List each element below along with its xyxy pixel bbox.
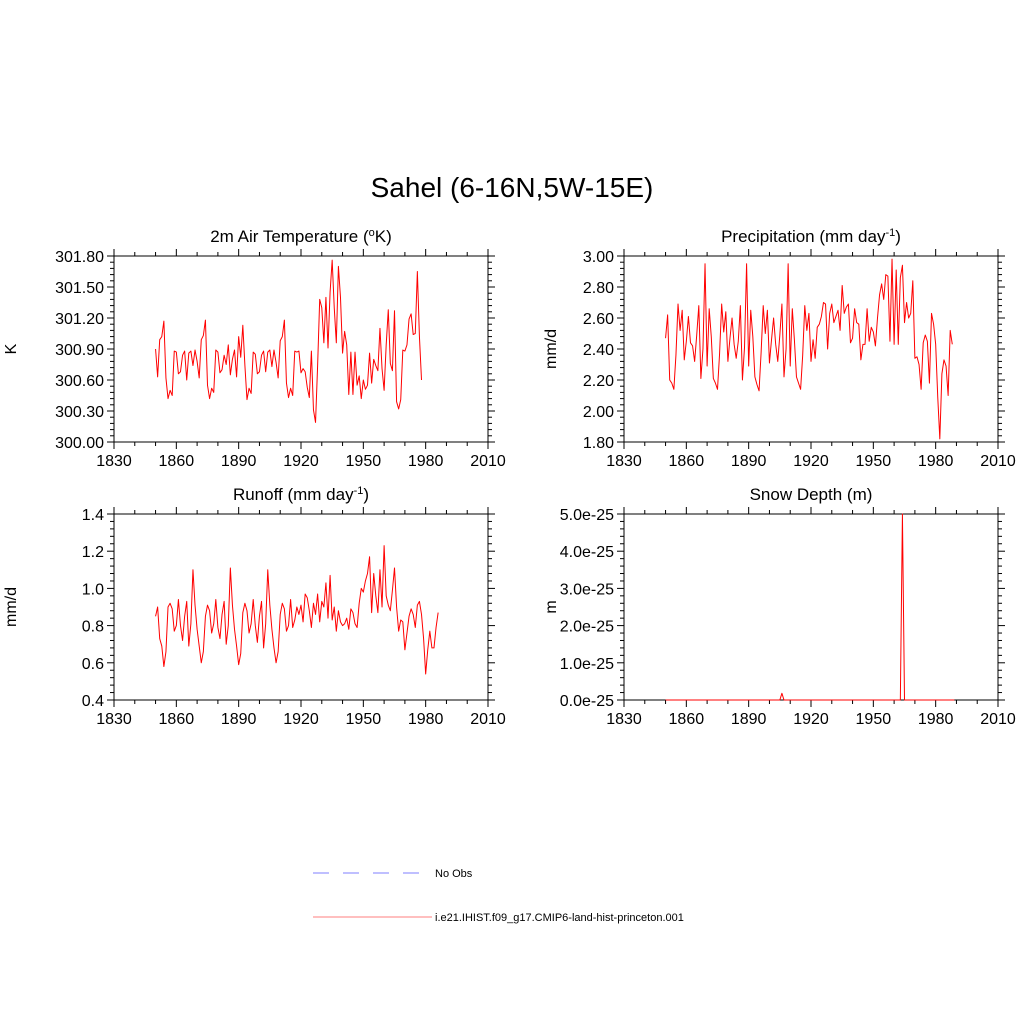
x-tick-label: 1980 [408, 711, 444, 728]
y-tick-label: 2.40 [583, 342, 614, 359]
y-tick-label: 0.4 [82, 693, 104, 710]
plot-frame [623, 513, 999, 701]
title-text: Snow Depth (m) [750, 485, 873, 504]
title-text: ) [895, 227, 901, 246]
panel-title: Precipitation (mm day-1) [721, 227, 901, 246]
y-tick-label: 1.2 [82, 544, 104, 561]
x-tick-label: 1860 [159, 711, 195, 728]
panel-title: Runoff (mm day-1) [233, 485, 369, 504]
y-axis-label: mm/d [3, 587, 20, 627]
x-tick-label: 1890 [221, 711, 257, 728]
title-text: ) [363, 485, 369, 504]
y-tick-label: 301.50 [55, 280, 104, 297]
x-tick-label: 1950 [856, 711, 892, 728]
x-tick-label: 1920 [793, 453, 829, 470]
y-axis-label: K [3, 343, 20, 354]
panel-precipitation: 1830 1860 1890 1920 1950 1980 2010 1.80 2.00 2.20… [543, 227, 1016, 470]
x-tick-label: 1860 [159, 453, 195, 470]
y-tick-label: 1.0e-25 [560, 656, 614, 673]
x-tick-label: 2010 [470, 453, 506, 470]
y-tick-label: 2.80 [583, 280, 614, 297]
y-tick-label: 1.80 [583, 435, 614, 452]
y-tick-label: 0.8 [82, 619, 104, 636]
x-tick-label: 1920 [793, 711, 829, 728]
y-tick-label: 3.00 [583, 249, 614, 266]
legend: No Obs i.e21.IHIST.f09_g17.CMIP6-land-hi… [313, 868, 684, 924]
plot-frame [113, 255, 489, 443]
x-tick-label: 2010 [470, 711, 506, 728]
y-tick-label: 3.0e-25 [560, 581, 614, 598]
x-tick-label: 1890 [731, 711, 767, 728]
y-tick-label: 5.0e-25 [560, 507, 614, 524]
title-text: Runoff (mm day [233, 485, 354, 504]
series-line [155, 545, 439, 675]
x-tick-label: 1830 [606, 711, 642, 728]
title-text: Precipitation (mm day [721, 227, 886, 246]
x-tick-label: 2010 [980, 453, 1016, 470]
title-superscript: -1 [885, 227, 895, 239]
y-tick-label: 300.30 [55, 404, 104, 421]
x-tick-label: 1920 [283, 453, 319, 470]
legend-label-model: i.e21.IHIST.f09_g17.CMIP6-land-hist-prin… [435, 912, 684, 924]
y-tick-label: 2.0e-25 [560, 619, 614, 636]
x-tick-label: 1830 [96, 453, 132, 470]
title-text: 2m Air Temperature ( [210, 227, 369, 246]
y-tick-label: 300.90 [55, 342, 104, 359]
x-tick-label: 1830 [606, 453, 642, 470]
panel-title: Snow Depth (m) [750, 485, 873, 504]
y-tick-label: 1.4 [82, 507, 104, 524]
legend-label-no-obs: No Obs [435, 868, 473, 880]
x-tick-label: 1890 [221, 453, 257, 470]
x-tick-label: 1980 [408, 453, 444, 470]
plot-frame [623, 255, 999, 443]
x-tick-label: 1950 [346, 711, 382, 728]
panel-snow-depth: 1830 1860 1890 1920 1950 1980 2010 0.0e-25 1.0e-… [543, 485, 1016, 728]
y-tick-label: 300.00 [55, 435, 104, 452]
panel-runoff: 1830 1860 1890 1920 1950 1980 2010 0.4 0.6 0.8 1.0… [3, 485, 506, 728]
y-tick-label: 301.80 [55, 249, 104, 266]
series-line [665, 258, 953, 440]
y-axis-label: mm/d [543, 329, 560, 369]
x-tick-label: 1980 [918, 453, 954, 470]
x-tick-label: 1830 [96, 711, 132, 728]
x-tick-label: 1980 [918, 711, 954, 728]
x-tick-label: 1950 [856, 453, 892, 470]
y-tick-label: 2.00 [583, 404, 614, 421]
panel-air-temperature: 1830 1860 1890 1920 1950 1980 2010 300.00 300.30… [3, 227, 506, 470]
series-line [665, 513, 955, 701]
x-tick-label: 1860 [669, 711, 705, 728]
x-tick-label: 1920 [283, 711, 319, 728]
x-tick-label: 1890 [731, 453, 767, 470]
series-line [155, 259, 423, 423]
y-tick-label: 0.0e-25 [560, 693, 614, 710]
title-superscript: -1 [354, 485, 364, 497]
y-tick-label: 1.0 [82, 581, 104, 598]
x-tick-label: 2010 [980, 711, 1016, 728]
y-tick-label: 301.20 [55, 311, 104, 328]
x-tick-label: 1950 [346, 453, 382, 470]
title-superscript: o [369, 227, 375, 239]
x-tick-label: 1860 [669, 453, 705, 470]
y-tick-label: 300.60 [55, 373, 104, 390]
title-text: K) [375, 227, 392, 246]
y-tick-label: 0.6 [82, 656, 104, 673]
figure-title: Sahel (6-16N,5W-15E) [370, 172, 654, 203]
y-tick-label: 2.20 [583, 373, 614, 390]
y-tick-label: 4.0e-25 [560, 544, 614, 561]
panel-title: 2m Air Temperature (oK) [210, 227, 392, 246]
y-tick-label: 2.60 [583, 311, 614, 328]
y-axis-label: m [543, 600, 560, 613]
